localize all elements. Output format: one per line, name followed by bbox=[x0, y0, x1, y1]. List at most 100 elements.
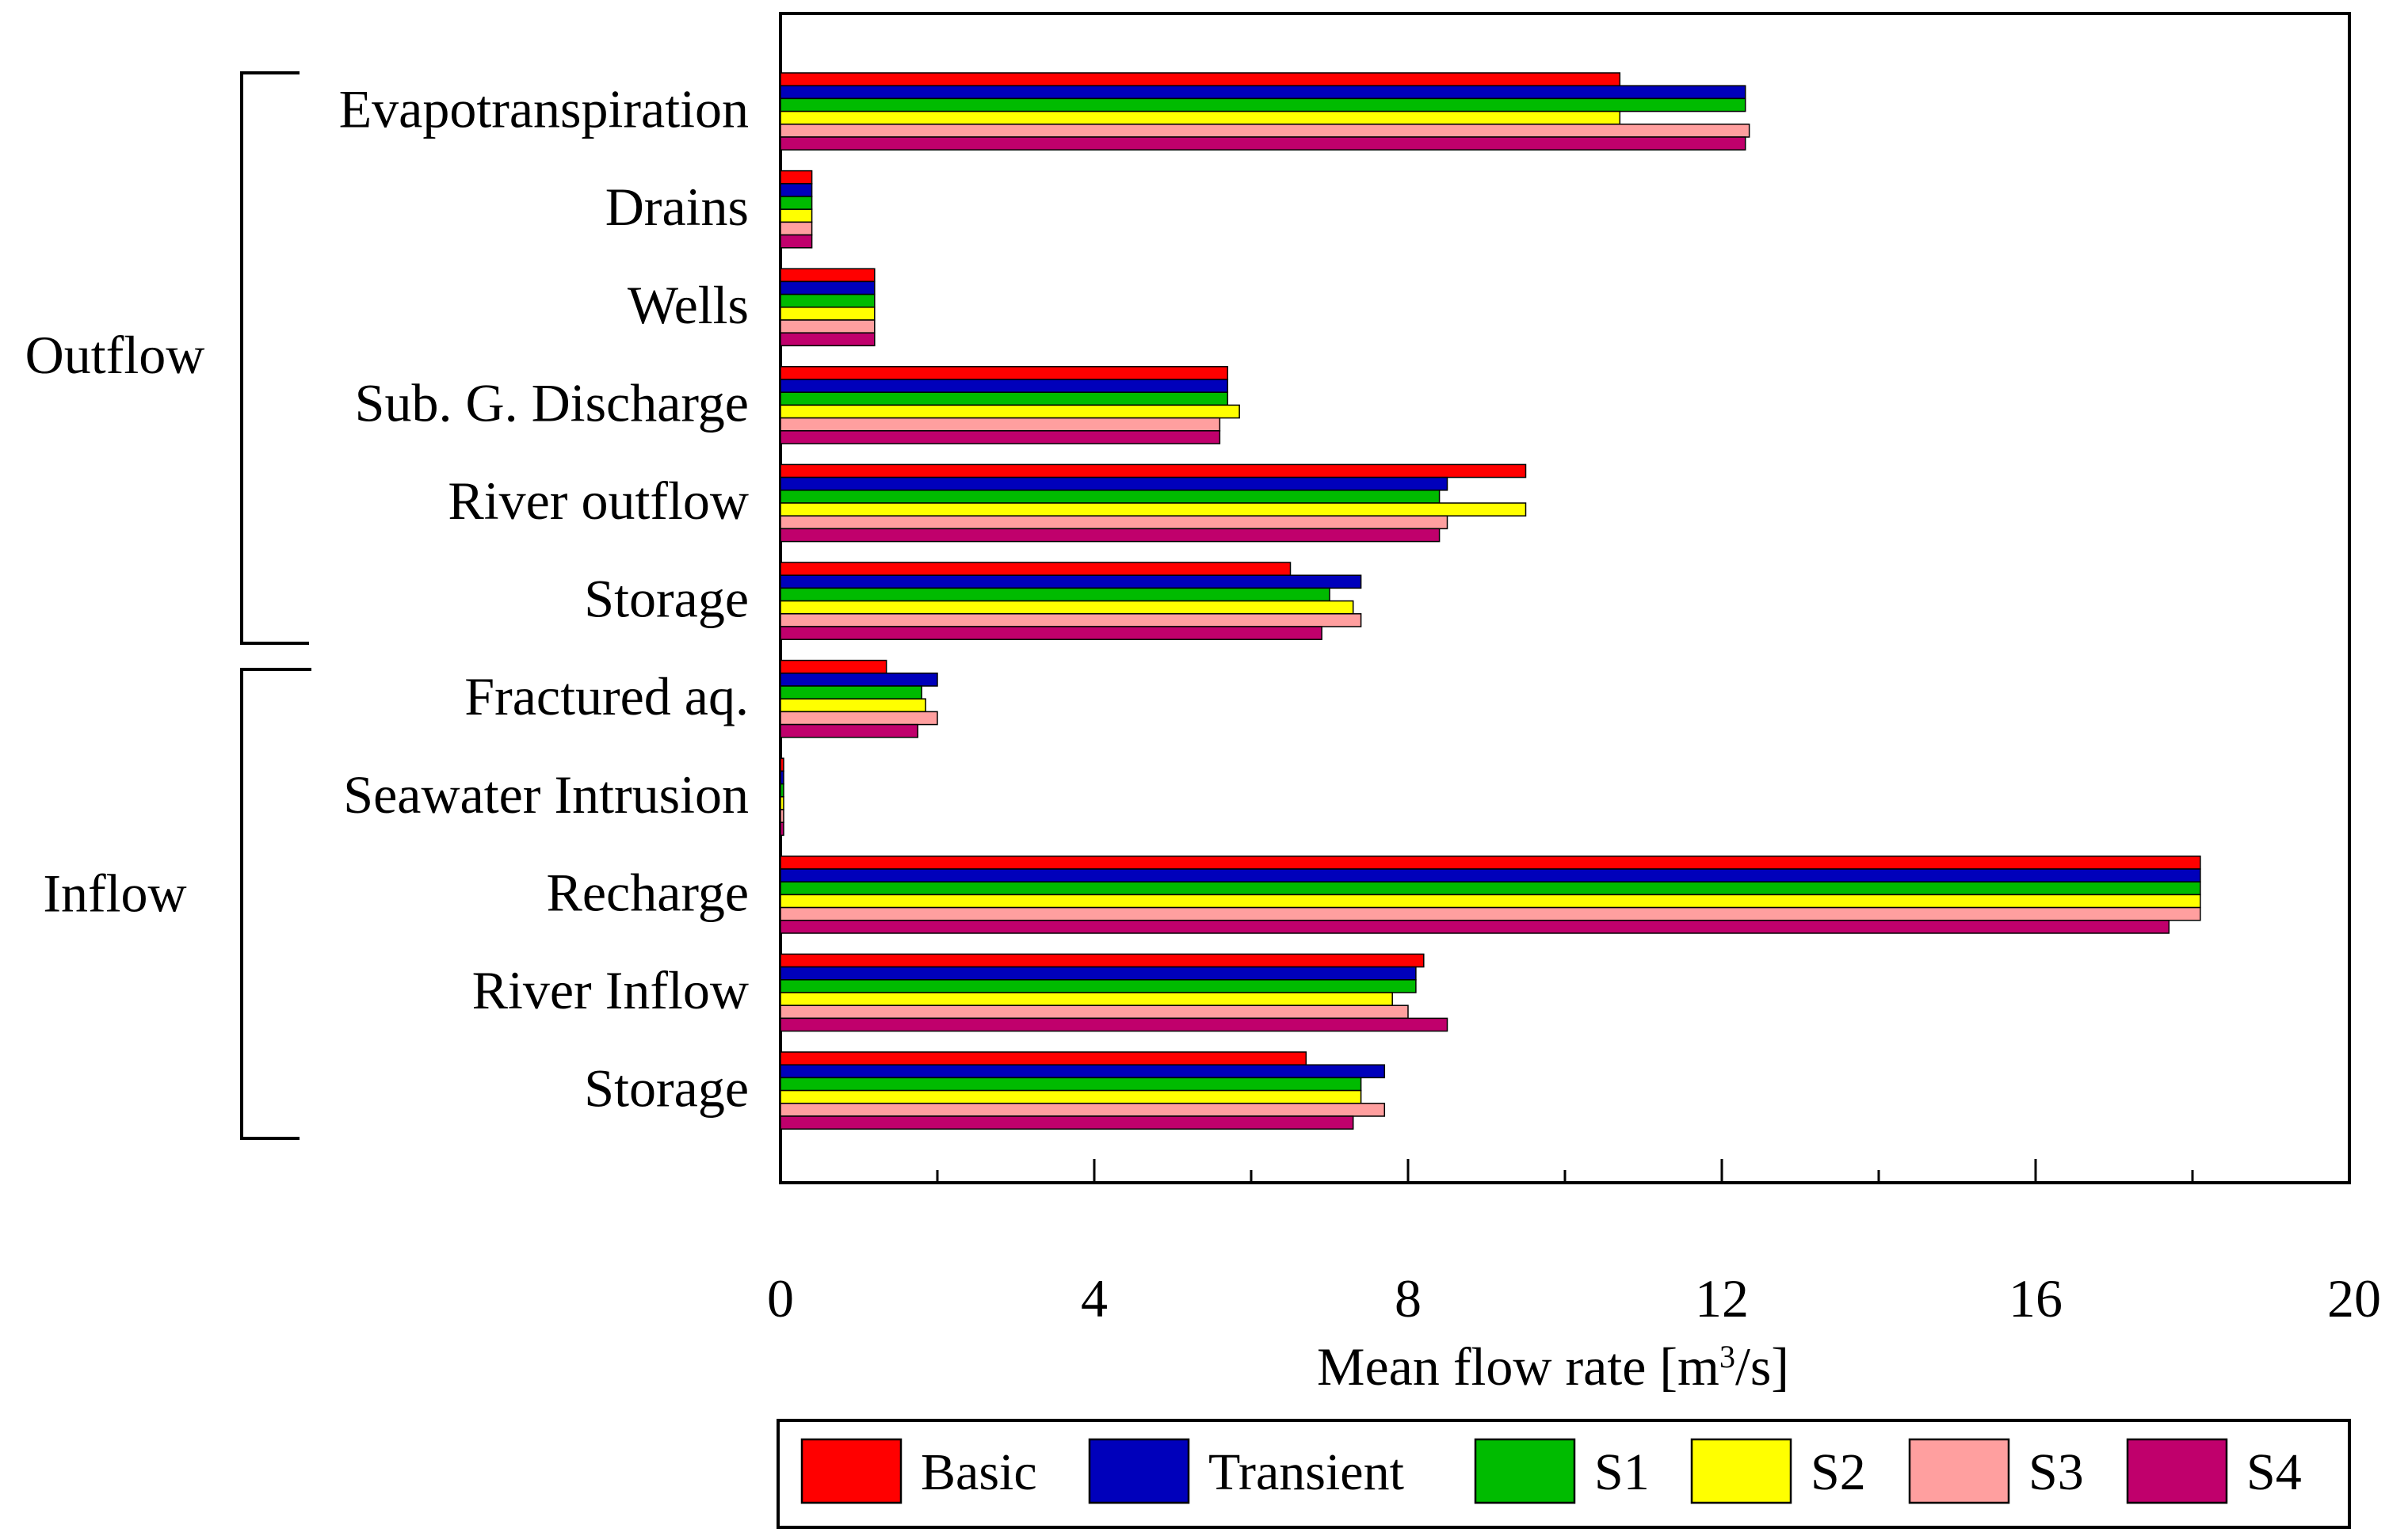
bar-sub-g-discharge-3-transient bbox=[780, 379, 1229, 393]
bar-river-inflow-9-transient bbox=[780, 966, 1417, 981]
bar-seawater-intrusion-7-s2 bbox=[780, 796, 784, 810]
legend: Basic Transient S1 S2 S3 S4 bbox=[800, 1438, 2302, 1504]
bar-fractured-aq-6-basic bbox=[780, 659, 887, 674]
bar-storage-10-s4 bbox=[780, 1115, 1354, 1130]
bar-wells-2-basic bbox=[780, 268, 876, 283]
bar-fractured-aq-6-s2 bbox=[780, 698, 926, 713]
bar-sub-g-discharge-3-s1 bbox=[780, 391, 1229, 406]
bar-river-inflow-9-s4 bbox=[780, 1017, 1448, 1032]
tick-label: 12 bbox=[1695, 1268, 1749, 1328]
legend-label-transient: Transient bbox=[1208, 1443, 1404, 1501]
bar-fractured-aq-6-s4 bbox=[780, 723, 918, 738]
category-label-evapotranspiration: Evapotranspiration bbox=[339, 79, 749, 139]
bar-evapotranspiration-0-s4 bbox=[780, 136, 1746, 151]
bar-fractured-aq-6-s1 bbox=[780, 685, 922, 699]
legend-swatch-transient bbox=[1088, 1438, 1190, 1504]
bar-fractured-aq-6-s3 bbox=[780, 711, 938, 726]
bar-sub-g-discharge-3-s4 bbox=[780, 430, 1221, 444]
bar-sub-g-discharge-3-s3 bbox=[780, 417, 1221, 432]
bar-river-inflow-9-basic bbox=[780, 953, 1425, 968]
bar-recharge-8-s3 bbox=[780, 906, 2201, 921]
bar-wells-2-s4 bbox=[780, 332, 876, 347]
bar-river-inflow-9-s2 bbox=[780, 992, 1393, 1006]
bar-seawater-intrusion-7-basic bbox=[780, 757, 784, 772]
bar-storage-10-s1 bbox=[780, 1077, 1362, 1092]
bar-drains-1-s3 bbox=[780, 221, 813, 236]
category-label-wells: Wells bbox=[628, 275, 749, 335]
legend-swatch-s3 bbox=[1908, 1438, 2010, 1504]
bar-evapotranspiration-0-s1 bbox=[780, 97, 1746, 112]
legend-label-s1: S1 bbox=[1594, 1443, 1650, 1501]
bar-evapotranspiration-0-s3 bbox=[780, 124, 1750, 138]
bars-layer bbox=[780, 72, 2201, 1130]
tick-label: 4 bbox=[1081, 1268, 1108, 1328]
bar-drains-1-basic bbox=[780, 170, 813, 185]
bar-drains-1-s1 bbox=[780, 196, 813, 210]
bar-drains-1-transient bbox=[780, 183, 813, 197]
bar-recharge-8-s1 bbox=[780, 881, 2201, 896]
bar-storage-10-basic bbox=[780, 1051, 1307, 1065]
bar-storage-5-basic bbox=[780, 562, 1292, 576]
legend-swatch-s1 bbox=[1474, 1438, 1576, 1504]
bar-fractured-aq-6-transient bbox=[780, 673, 938, 687]
x-axis-title: Mean flow rate [m3/s] bbox=[1317, 1336, 1789, 1397]
legend-swatch-s4 bbox=[2126, 1438, 2228, 1504]
bar-storage-10-s2 bbox=[780, 1089, 1362, 1104]
inflow-bracket bbox=[240, 668, 311, 1140]
bar-wells-2-s3 bbox=[780, 319, 876, 334]
bar-recharge-8-s2 bbox=[780, 894, 2201, 909]
bar-recharge-8-s4 bbox=[780, 920, 2170, 934]
bar-evapotranspiration-0-transient bbox=[780, 85, 1746, 100]
bar-river-outflow-4-s4 bbox=[780, 528, 1441, 543]
bar-sub-g-discharge-3-s2 bbox=[780, 404, 1240, 419]
bar-wells-2-transient bbox=[780, 280, 876, 295]
category-label-storage: Storage bbox=[584, 569, 749, 629]
bar-river-outflow-4-transient bbox=[780, 476, 1448, 491]
legend-swatch-basic bbox=[800, 1438, 903, 1504]
bar-river-outflow-4-basic bbox=[780, 463, 1527, 478]
legend-label-basic: Basic bbox=[921, 1443, 1037, 1501]
tick-label: 8 bbox=[1395, 1268, 1422, 1328]
tick-label: 0 bbox=[767, 1268, 794, 1328]
group-label-inflow: Inflow bbox=[43, 863, 186, 924]
outflow-bracket bbox=[240, 71, 309, 645]
bar-evapotranspiration-0-s2 bbox=[780, 110, 1621, 125]
bar-seawater-intrusion-7-s3 bbox=[780, 809, 784, 823]
x-axis-tick-labels: 0 4 8 12 16 20 bbox=[767, 1268, 2381, 1328]
category-label-fractured-aq: Fractured aq. bbox=[464, 666, 749, 726]
bar-seawater-intrusion-7-s1 bbox=[780, 783, 784, 798]
bar-storage-10-transient bbox=[780, 1064, 1386, 1079]
bar-wells-2-s1 bbox=[780, 293, 876, 308]
bar-wells-2-s2 bbox=[780, 307, 876, 321]
tick-label: 16 bbox=[2009, 1268, 2063, 1328]
category-label-storage: Storage bbox=[584, 1058, 749, 1119]
category-label-river-inflow: River Inflow bbox=[472, 960, 749, 1020]
bar-drains-1-s2 bbox=[780, 208, 813, 223]
bar-storage-5-s1 bbox=[780, 587, 1330, 602]
bar-river-outflow-4-s1 bbox=[780, 490, 1441, 504]
legend-label-s3: S3 bbox=[2028, 1443, 2084, 1501]
x-axis-ticks bbox=[779, 1159, 2351, 1183]
bar-storage-5-s4 bbox=[780, 626, 1322, 640]
category-label-seawater-intrusion: Seawater Intrusion bbox=[343, 764, 749, 825]
category-label-river-outflow: River outflow bbox=[448, 471, 749, 531]
legend-label-s4: S4 bbox=[2246, 1443, 2302, 1501]
bar-sub-g-discharge-3-basic bbox=[780, 366, 1229, 380]
category-label-recharge: Recharge bbox=[547, 862, 750, 922]
bar-seawater-intrusion-7-transient bbox=[780, 770, 784, 785]
bar-seawater-intrusion-7-s4 bbox=[780, 821, 784, 837]
bar-evapotranspiration-0-basic bbox=[780, 72, 1621, 86]
category-label-drains: Drains bbox=[605, 177, 749, 237]
legend-swatch-s2 bbox=[1690, 1438, 1792, 1504]
legend-label-s2: S2 bbox=[1811, 1443, 1866, 1501]
category-labels: Evapotranspiration Drains Wells Sub. G. Dis… bbox=[339, 79, 749, 1119]
bar-recharge-8-basic bbox=[780, 856, 2201, 870]
group-label-outflow: Outflow bbox=[25, 325, 205, 385]
bar-storage-5-s3 bbox=[780, 613, 1362, 627]
bar-drains-1-s4 bbox=[780, 234, 813, 249]
category-label-sub-g-discharge: Sub. G. Discharge bbox=[355, 372, 749, 433]
bar-storage-10-s3 bbox=[780, 1103, 1386, 1117]
bar-river-inflow-9-s1 bbox=[780, 979, 1417, 993]
tick-label: 20 bbox=[2327, 1268, 2381, 1328]
bar-recharge-8-transient bbox=[780, 868, 2201, 882]
